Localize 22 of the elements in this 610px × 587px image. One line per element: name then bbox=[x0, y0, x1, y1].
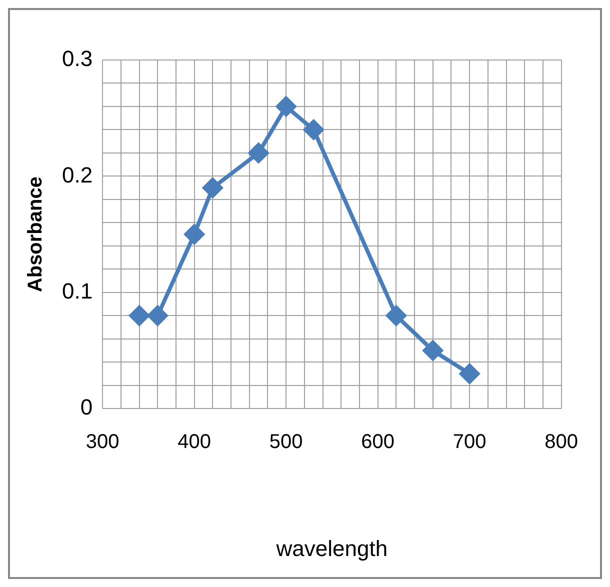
y-tick-label: 0.2 bbox=[62, 162, 93, 188]
x-tick-label: 500 bbox=[269, 431, 303, 454]
y-tick-label: 0.3 bbox=[62, 46, 93, 72]
y-tick-label: 0.1 bbox=[62, 278, 93, 304]
point bbox=[422, 340, 443, 360]
x-tick-label: 600 bbox=[361, 431, 395, 454]
point bbox=[148, 306, 168, 326]
x-axis-title: wavelength bbox=[275, 536, 388, 561]
y-axis-title: Absorbance bbox=[24, 176, 47, 292]
point bbox=[386, 306, 406, 326]
x-tick-label: 300 bbox=[86, 431, 120, 454]
point bbox=[304, 120, 324, 140]
x-tick-label: 800 bbox=[544, 431, 578, 454]
point bbox=[184, 224, 204, 244]
text: 0 bbox=[80, 394, 93, 420]
point bbox=[202, 178, 223, 198]
point bbox=[460, 364, 480, 384]
point bbox=[276, 96, 296, 116]
x-tick-label: 400 bbox=[178, 431, 212, 454]
point bbox=[129, 306, 150, 326]
x-tick-label: 700 bbox=[452, 431, 486, 454]
point bbox=[248, 142, 269, 163]
